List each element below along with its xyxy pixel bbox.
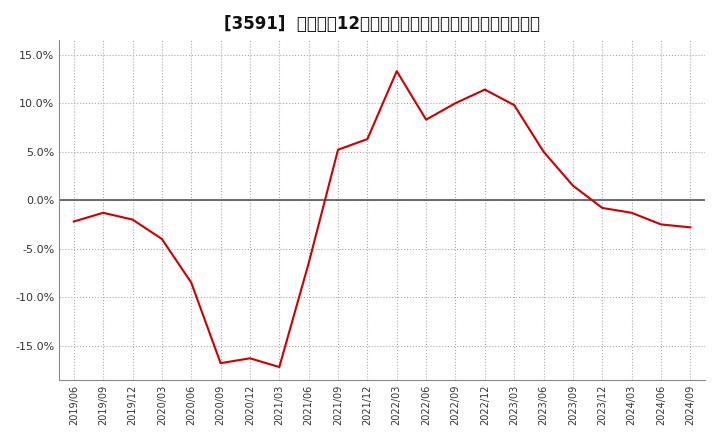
Title: [3591]  売上高の12か月移動合計の対前年同期増減率の推移: [3591] 売上高の12か月移動合計の対前年同期増減率の推移 bbox=[224, 15, 540, 33]
